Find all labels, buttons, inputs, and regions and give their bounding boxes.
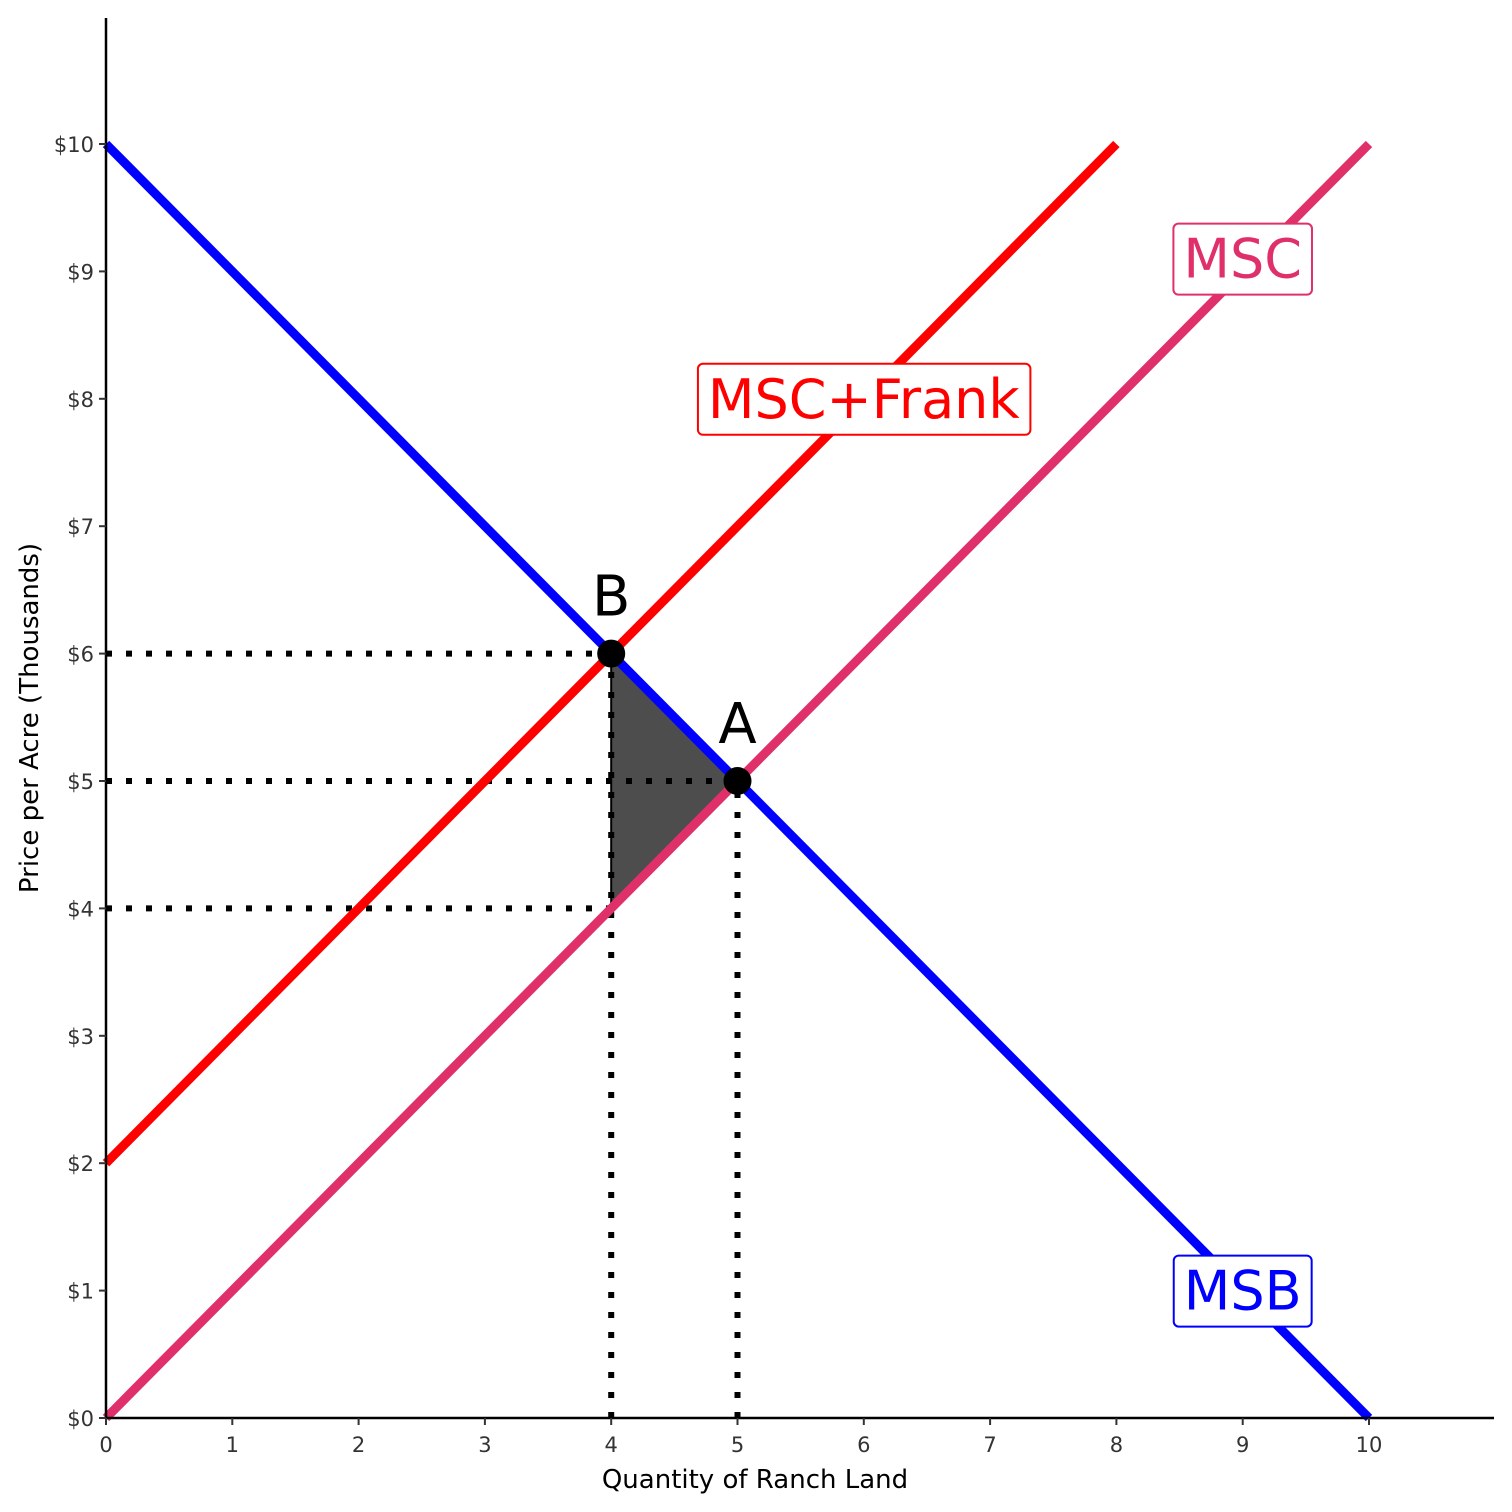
point-marker-b [597,639,626,668]
y-tick-label: $6 [67,643,94,667]
points-layer: AB [592,565,757,795]
y-tick-label: $1 [67,1280,94,1304]
x-tick-label: 3 [478,1433,491,1457]
x-tick-label: 9 [1236,1433,1249,1457]
y-tick-label: $7 [67,515,94,539]
point-marker-a [723,767,752,795]
y-tick-label: $2 [67,1152,94,1176]
curve-label-box [696,362,1032,436]
x-tick-label: 0 [99,1433,112,1457]
x-tick-label: 5 [731,1433,744,1457]
x-tick-label: 2 [352,1433,365,1457]
y-tick-label: $9 [67,260,94,284]
curve-label-text: MSC+Frank [708,368,1020,431]
y-tick-label: $5 [67,770,94,794]
y-tick-label: $0 [67,1407,94,1431]
x-tick-label: 7 [983,1433,996,1457]
y-tick-label: $10 [54,133,94,157]
x-axis-title: Quantity of Ranch Land [602,1465,908,1495]
x-tick-label: 1 [226,1433,239,1457]
ticks-layer: 0 1 2 3 4 5 6 7 8 9 10 $0 $1 $2 $3 $4 $5 $6 $7 $8 $9 $10 [54,133,1382,1457]
point-label-b: B [592,565,630,630]
axes-layer [104,18,1494,1420]
y-tick-label: $8 [67,388,94,412]
y-tick-label: $4 [67,897,94,921]
curve-label-msc: MSC [1172,222,1313,296]
point-label-a: A [718,692,756,757]
curve-label-text: MSB [1184,1260,1302,1323]
x-tick-label: 8 [1110,1433,1123,1457]
x-tick-label: 4 [605,1433,618,1457]
y-tick-label: $3 [67,1025,94,1049]
curve-label-msb: MSB [1172,1254,1313,1328]
x-tick-label: 10 [1356,1433,1383,1457]
curve-label-msc-frank: MSC+Frank [696,362,1032,436]
curve-labels-layer: MSB MSC+Frank MSC [696,222,1313,1328]
curve-label-text: MSC [1183,228,1302,291]
x-tick-label: 6 [857,1433,870,1457]
y-axis-title: Price per Acre (Thousands) [15,543,45,893]
curve-label-box [1172,222,1313,296]
curve-label-box [1172,1254,1313,1328]
reference-lines-layer [106,650,741,1418]
